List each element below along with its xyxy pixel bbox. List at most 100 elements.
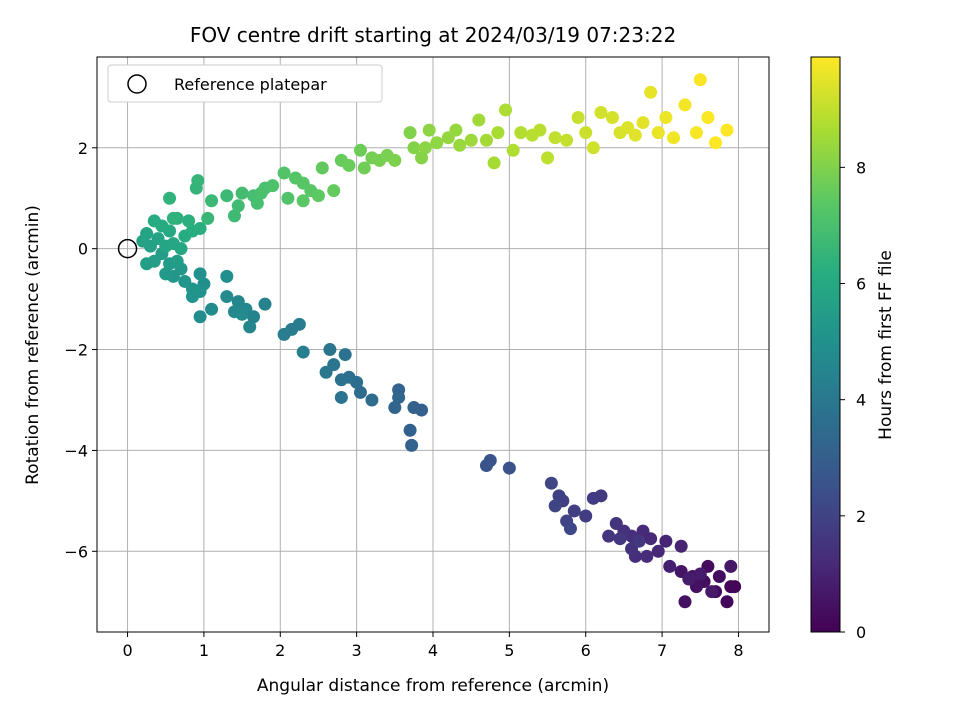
scatter-point: [663, 559, 677, 573]
scatter-point: [193, 267, 207, 281]
scatter-point: [334, 373, 348, 387]
scatter-point: [430, 136, 444, 150]
x-tick-label: 0: [122, 641, 132, 660]
scatter-point: [227, 209, 241, 223]
colorbar-tick-label: 2: [856, 507, 866, 526]
scatter-point: [651, 544, 665, 558]
scatter-point: [705, 585, 719, 599]
scatter-point: [205, 302, 219, 316]
scatter-point: [170, 254, 184, 268]
scatter-point: [689, 126, 703, 140]
scatter-point: [720, 595, 734, 609]
scatter-point: [163, 191, 177, 205]
y-tick-label: −6: [64, 542, 88, 561]
scatter-point: [365, 393, 379, 407]
scatter-point: [243, 320, 257, 334]
scatter-point: [720, 123, 734, 137]
scatter-point: [644, 85, 658, 99]
scatter-point: [193, 221, 207, 235]
scatter-point: [166, 211, 180, 225]
colorbar-tick-label: 0: [856, 623, 866, 642]
scatter-point: [418, 141, 432, 155]
scatter-point: [636, 116, 650, 130]
x-axis-label: Angular distance from reference (arcmin): [257, 676, 609, 696]
legend-label: Reference platepar: [174, 75, 327, 94]
scatter-point: [266, 179, 280, 193]
scatter-point: [231, 295, 245, 309]
scatter-point: [586, 491, 600, 505]
scatter-point: [140, 227, 154, 241]
scatter-point: [693, 567, 707, 581]
scatter-point: [415, 151, 429, 165]
scatter-point: [182, 214, 196, 228]
x-tick-label: 1: [199, 641, 209, 660]
scatter-point: [479, 133, 493, 147]
scatter-point: [220, 290, 234, 304]
scatter-point: [315, 161, 329, 175]
scatter-point: [422, 123, 436, 137]
scatter-point: [342, 158, 356, 172]
colorbar-label: Hours from first FF file: [876, 250, 896, 440]
scatter-point: [602, 529, 616, 543]
scatter-point: [235, 307, 249, 321]
reference-marker: [117, 238, 138, 259]
scatter-point: [728, 580, 742, 594]
scatter-point: [407, 141, 421, 155]
y-tick-label: 0: [78, 240, 88, 259]
scatter-point: [296, 345, 310, 359]
chart-title: FOV centre drift starting at 2024/03/19 …: [190, 23, 676, 47]
scatter-point: [514, 126, 528, 140]
scatter-point: [506, 143, 520, 157]
scatter-point: [357, 161, 371, 175]
scatter-point: [579, 126, 593, 140]
scatter-point: [407, 401, 421, 415]
scatter-point: [453, 138, 467, 152]
scatter-point: [277, 327, 291, 341]
scatter-point: [544, 476, 558, 490]
scatter-point: [548, 499, 562, 513]
scatter-point: [388, 401, 402, 415]
scatter-point: [338, 348, 352, 362]
scatter-point: [659, 534, 673, 548]
scatter-point: [220, 189, 234, 203]
scatter-point: [235, 186, 249, 200]
scatter-point: [258, 297, 272, 311]
scatter-point: [281, 191, 295, 205]
scatter-point: [674, 539, 688, 553]
scatter-point: [140, 257, 154, 271]
x-tick-label: 5: [504, 641, 514, 660]
y-axis: −6 −4 −2 0 2: [64, 139, 97, 561]
scatter-point: [178, 274, 192, 288]
scatter-point: [472, 113, 486, 127]
scatter-point: [659, 111, 673, 125]
scatter-point: [353, 143, 367, 157]
scatter-point: [159, 267, 173, 281]
scatter-point: [533, 123, 547, 137]
scatter-point: [548, 131, 562, 145]
scatter-point: [701, 111, 715, 125]
legend-box: [107, 64, 383, 103]
scatter-point: [277, 166, 291, 180]
scatter-point: [231, 199, 245, 213]
scatter-point: [193, 310, 207, 324]
scatter-point: [502, 461, 516, 475]
scatter-point: [334, 390, 348, 404]
scatter-point: [174, 242, 188, 256]
x-tick-label: 8: [733, 641, 743, 660]
y-tick-label: −4: [64, 441, 88, 460]
scatter-point: [651, 126, 665, 140]
scatter-point: [250, 196, 264, 210]
colorbar-tick-label: 6: [856, 275, 866, 294]
scatter-points: [136, 73, 742, 609]
y-tick-label: −2: [64, 341, 88, 360]
x-tick-label: 3: [352, 641, 362, 660]
scatter-point: [499, 103, 513, 117]
scatter-point: [678, 98, 692, 112]
scatter-point: [724, 559, 738, 573]
y-axis-label: Rotation from reference (arcmin): [23, 205, 43, 485]
scatter-point: [319, 365, 333, 379]
scatter-point: [667, 131, 681, 145]
scatter-point: [693, 73, 707, 87]
scatter-point: [403, 126, 417, 140]
